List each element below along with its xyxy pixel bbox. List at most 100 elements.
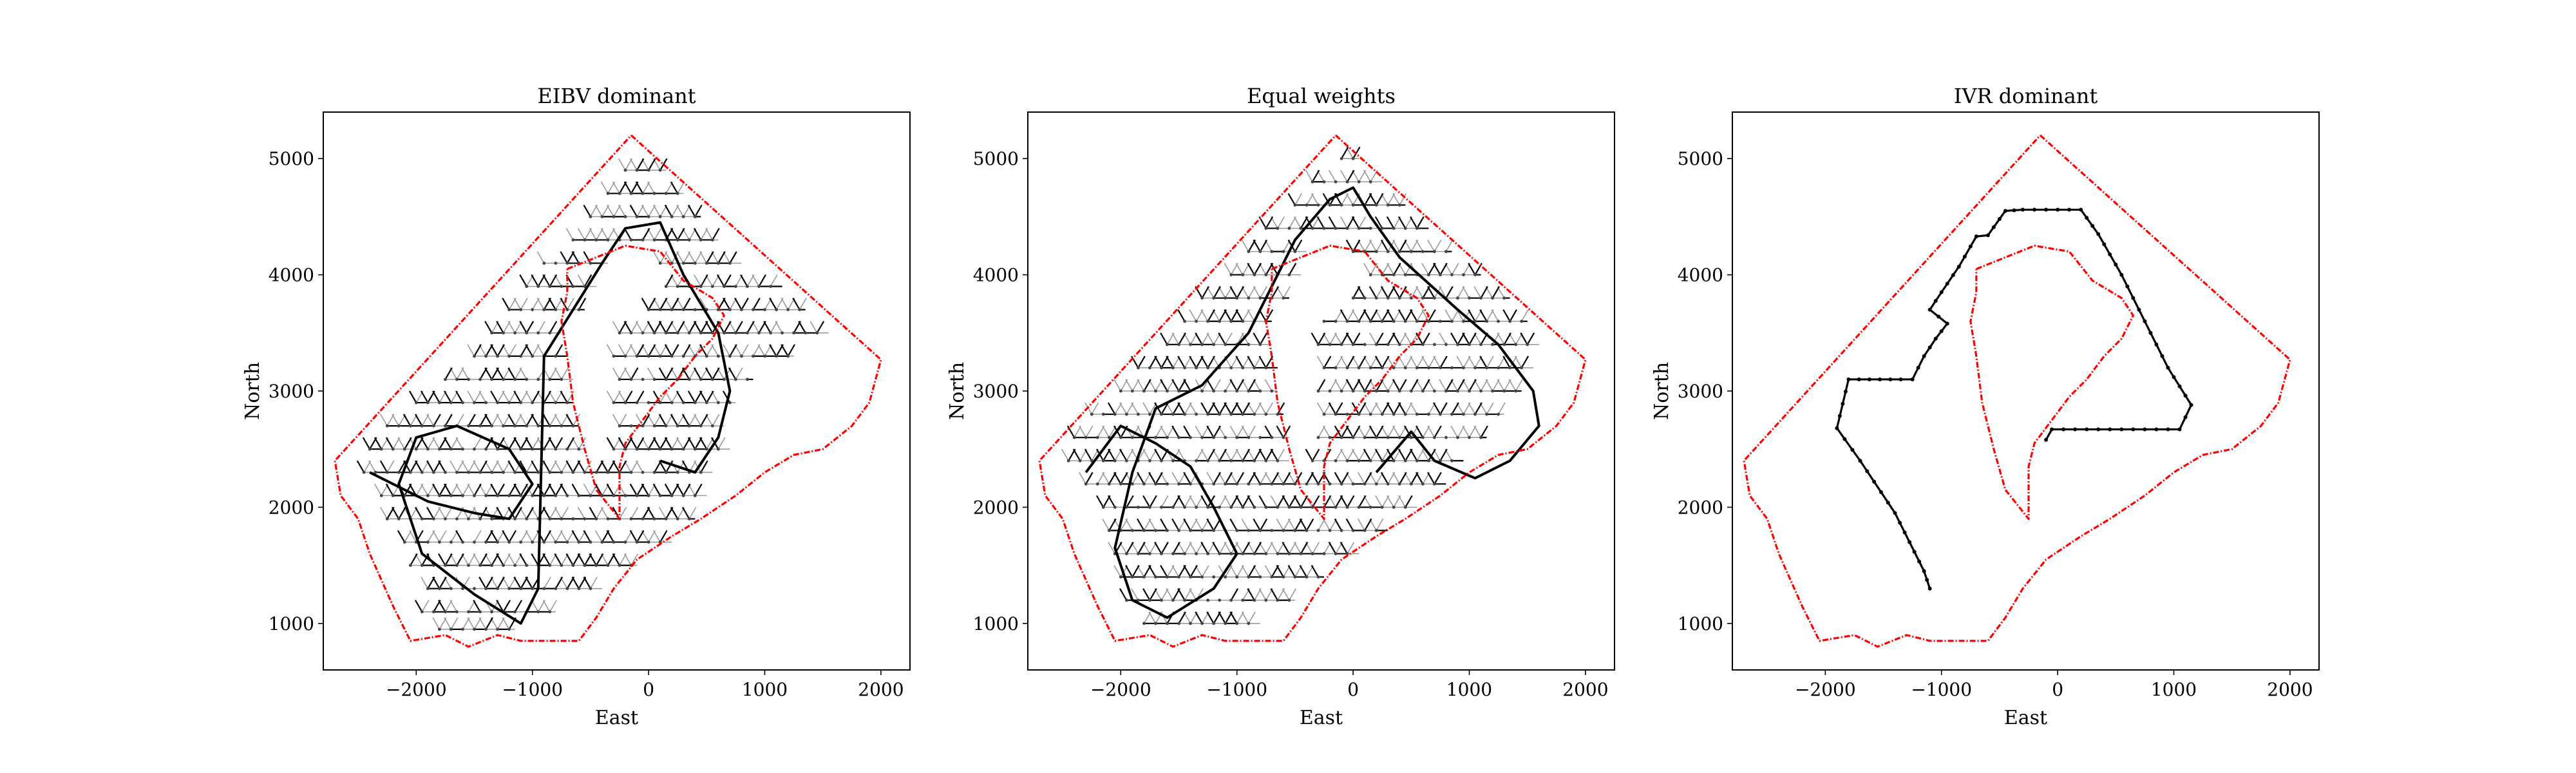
lattice-edge: [513, 298, 522, 310]
waypoint: [786, 308, 790, 312]
waypoint: [1206, 598, 1210, 602]
lattice-edge: [1299, 518, 1307, 531]
lattice-edge: [1404, 332, 1412, 345]
lattice-edge: [1125, 379, 1133, 392]
waypoint: [1368, 320, 1372, 323]
lattice-edge: [1376, 425, 1384, 438]
lattice-edge: [1149, 495, 1157, 508]
lattice-edge: [549, 600, 557, 613]
waypoint: [1415, 227, 1419, 230]
lattice-edge: [687, 390, 696, 403]
waypoint: [1386, 250, 1390, 253]
waypoint: [1124, 459, 1128, 463]
waypoint: [548, 424, 552, 428]
lattice-edge: [1364, 379, 1372, 392]
lattice-edge: [473, 530, 482, 542]
waypoint: [560, 564, 564, 568]
lattice-edge: [531, 414, 539, 426]
lattice-edge: [1427, 425, 1435, 438]
waypoint: [1142, 389, 1146, 393]
lattice-edge: [1206, 379, 1215, 392]
waypoint: [1189, 622, 1192, 625]
waypoint: [1491, 343, 1494, 347]
lattice-edge: [1340, 169, 1348, 182]
lattice-edge: [648, 344, 656, 357]
waypoint: [1473, 412, 1477, 416]
waypoint: [623, 540, 627, 544]
lattice-edge: [402, 414, 412, 426]
lattice-edge: [1264, 472, 1273, 484]
waypoint: [467, 564, 470, 568]
waypoint: [1189, 343, 1192, 347]
trajectory-point: [2131, 296, 2136, 300]
waypoint: [1374, 389, 1378, 393]
lattice-edge: [1276, 425, 1284, 438]
lattice-edge: [542, 414, 551, 426]
waypoint: [1340, 203, 1343, 207]
lattice-edge: [444, 553, 453, 566]
lattice-edge: [583, 483, 591, 496]
lattice-edge: [1468, 262, 1476, 276]
waypoint: [455, 517, 459, 520]
waypoint: [792, 331, 796, 335]
waypoint: [1316, 203, 1320, 207]
lattice-edge: [1392, 379, 1401, 392]
lattice-edge: [1154, 356, 1162, 368]
lattice-edge: [1497, 379, 1505, 392]
waypoint: [647, 308, 650, 312]
lattice-edge: [1439, 379, 1447, 392]
lattice-edge: [444, 390, 452, 403]
lattice-edge: [706, 390, 714, 403]
waypoint: [693, 215, 697, 218]
lattice-edge: [658, 367, 667, 380]
trajectory-point: [2056, 207, 2060, 212]
lattice-edge: [1224, 542, 1232, 554]
waypoint: [629, 424, 633, 428]
lattice-edge: [444, 507, 453, 519]
lattice-edge: [502, 390, 510, 403]
lattice-edge: [362, 437, 371, 450]
waypoint: [437, 493, 441, 497]
lattice-edge: [374, 483, 382, 496]
lattice-edge: [1200, 402, 1209, 415]
lattice-edge: [490, 483, 498, 496]
lattice-edge: [595, 553, 604, 566]
lattice-edge: [1397, 448, 1406, 461]
waypoint: [1090, 412, 1094, 416]
lattice-edge: [658, 321, 667, 334]
waypoint: [1235, 529, 1239, 532]
waypoint: [554, 493, 558, 497]
waypoint: [1462, 273, 1465, 276]
lattice-edge: [659, 507, 667, 519]
waypoint: [525, 517, 529, 520]
lattice-edge: [571, 530, 580, 543]
waypoint: [473, 401, 476, 405]
waypoint: [1195, 552, 1198, 555]
lattice-edge: [484, 321, 493, 334]
waypoint: [775, 354, 778, 358]
waypoint: [652, 377, 656, 381]
waypoint: [1253, 366, 1256, 370]
waypoint: [554, 540, 558, 544]
lattice-edge: [1224, 402, 1232, 415]
lattice-edge: [1195, 472, 1203, 484]
waypoint: [618, 564, 621, 568]
lattice-edge: [606, 437, 614, 450]
waypoint: [1392, 366, 1396, 370]
lattice-edge: [700, 274, 708, 287]
waypoint: [676, 331, 679, 335]
waypoint: [687, 517, 691, 520]
lattice-edge: [665, 274, 674, 287]
waypoint: [1351, 157, 1355, 160]
waypoint: [484, 493, 488, 497]
trajectory-point: [2061, 427, 2066, 432]
waypoint: [1276, 598, 1280, 602]
lattice-edge: [1393, 262, 1401, 276]
waypoint: [1130, 482, 1134, 486]
waypoint: [1403, 412, 1407, 416]
waypoint: [1392, 273, 1396, 276]
lattice-edge: [1450, 332, 1459, 345]
lattice-edge: [1392, 425, 1400, 438]
lattice-edge: [1305, 518, 1314, 531]
